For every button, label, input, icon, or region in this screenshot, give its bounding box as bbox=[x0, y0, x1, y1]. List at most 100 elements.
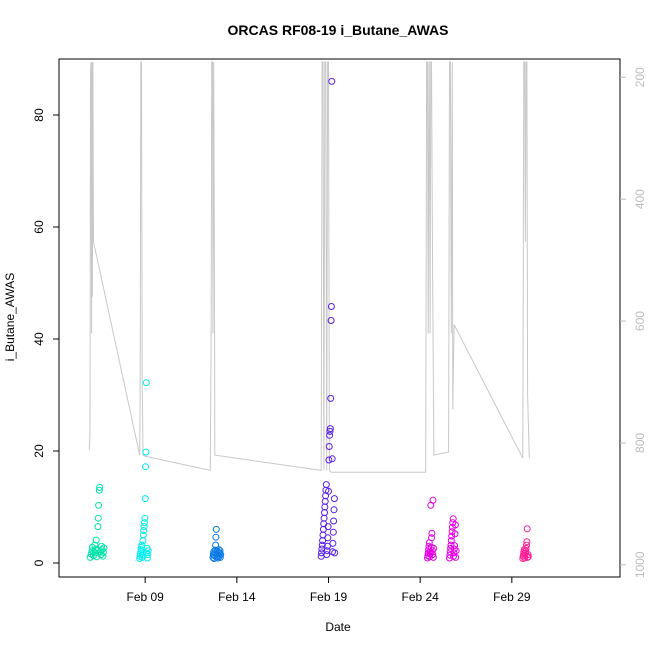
data-point-series-5 bbox=[447, 537, 455, 545]
data-point-series-5 bbox=[450, 549, 458, 557]
chart-title: ORCAS RF08-19 i_Butane_AWAS bbox=[228, 22, 449, 38]
y-tick-label: 60 bbox=[32, 220, 46, 234]
plot-area: Feb 09 Feb 14 Feb 19 Feb 24 Feb 29 0 20 40 60 80 2… bbox=[32, 58, 647, 604]
data-point-series-1 bbox=[95, 501, 103, 509]
data-point-series-4 bbox=[321, 503, 329, 511]
data-point-series-2 bbox=[138, 541, 146, 549]
data-point-series-2 bbox=[139, 531, 147, 539]
data-point-series-2 bbox=[143, 554, 151, 562]
pressure-trace-line bbox=[88, 61, 530, 473]
data-point-series-5 bbox=[451, 542, 459, 550]
data-point-series-4 bbox=[323, 542, 331, 550]
secondary-y-tick-label: 400 bbox=[633, 189, 647, 209]
data-point-series-4 bbox=[320, 520, 328, 528]
data-point-series-1 bbox=[99, 552, 107, 560]
data-point-series-5 bbox=[452, 547, 460, 555]
data-point-series-4 bbox=[329, 528, 337, 536]
data-point-series-4 bbox=[329, 539, 337, 547]
data-point-series-5 bbox=[429, 496, 437, 504]
x-tick-label: Feb 19 bbox=[310, 590, 348, 604]
secondary-y-tick-label: 800 bbox=[633, 433, 647, 453]
data-point-series-3 bbox=[212, 533, 220, 541]
data-point-series-1 bbox=[86, 553, 94, 561]
plot-frame bbox=[58, 58, 621, 578]
data-point-series-4 bbox=[326, 431, 334, 439]
data-point-series-5 bbox=[449, 515, 457, 523]
data-point-series-4 bbox=[328, 77, 336, 85]
data-point-series-2 bbox=[141, 495, 149, 503]
data-point-series-1 bbox=[91, 541, 99, 549]
x-tick-label: Feb 14 bbox=[218, 590, 256, 604]
x-tick-label: Feb 24 bbox=[401, 590, 439, 604]
data-point-series-4 bbox=[328, 455, 336, 463]
data-point-series-2 bbox=[140, 527, 148, 534]
data-point-series-4 bbox=[327, 317, 335, 324]
data-point-series-1 bbox=[100, 544, 108, 552]
y-tick-label: 40 bbox=[32, 332, 46, 346]
data-point-series-4 bbox=[330, 506, 338, 514]
data-point-series-1 bbox=[92, 536, 100, 544]
data-point-series-4 bbox=[327, 394, 335, 402]
data-point-series-4 bbox=[325, 487, 332, 495]
data-point-series-3 bbox=[216, 550, 224, 557]
data-point-series-4 bbox=[318, 541, 326, 549]
data-point-series-4 bbox=[326, 427, 334, 435]
data-point-series-4 bbox=[324, 523, 332, 531]
data-point-series-4 bbox=[321, 509, 328, 517]
data-point-series-1 bbox=[96, 483, 104, 491]
data-point-series-4 bbox=[323, 551, 331, 559]
data-point-series-1 bbox=[88, 543, 96, 551]
data-point-series-5 bbox=[450, 545, 458, 553]
data-point-series-5 bbox=[430, 544, 438, 552]
data-point-series-6 bbox=[524, 553, 532, 561]
data-point-series-6 bbox=[523, 538, 531, 546]
data-point-series-4 bbox=[320, 514, 328, 522]
data-point-series-5 bbox=[451, 530, 459, 538]
data-point-series-2 bbox=[140, 519, 148, 527]
data-point-series-1 bbox=[94, 523, 102, 531]
data-point-series-4 bbox=[330, 517, 338, 525]
data-point-series-2 bbox=[144, 551, 152, 559]
data-point-series-4 bbox=[330, 495, 338, 503]
data-point-series-4 bbox=[327, 303, 335, 310]
data-point-series-2 bbox=[142, 379, 150, 387]
data-point-series-2 bbox=[140, 523, 148, 531]
data-point-series-3 bbox=[217, 551, 225, 559]
data-point-series-2 bbox=[144, 547, 152, 555]
data-point-series-5 bbox=[452, 553, 460, 561]
data-point-series-3 bbox=[212, 525, 220, 533]
y-tick-label: 0 bbox=[32, 559, 46, 566]
data-point-series-6 bbox=[522, 544, 530, 552]
data-point-series-1 bbox=[99, 548, 107, 556]
data-point-series-1 bbox=[97, 551, 105, 559]
data-point-series-4 bbox=[325, 456, 333, 464]
secondary-y-tick-label: 600 bbox=[633, 311, 647, 331]
data-point-series-2 bbox=[141, 514, 149, 522]
data-point-series-5 bbox=[451, 521, 459, 529]
y-axis-label: i_Butane_AWAS bbox=[3, 273, 17, 362]
data-point-series-4 bbox=[325, 443, 333, 450]
secondary-y-tick-label: 1000 bbox=[633, 551, 647, 578]
data-point-series-2 bbox=[142, 448, 150, 456]
data-point-series-1 bbox=[94, 514, 102, 522]
data-point-series-1 bbox=[95, 486, 103, 494]
data-point-series-3 bbox=[212, 541, 220, 549]
data-point-series-6 bbox=[523, 525, 531, 533]
x-axis-label: Date bbox=[325, 620, 351, 634]
data-point-series-5 bbox=[429, 553, 437, 561]
data-point-series-6 bbox=[523, 541, 530, 549]
data-point-series-4 bbox=[331, 549, 339, 557]
data-point-series-4 bbox=[326, 425, 334, 433]
data-point-series-6 bbox=[524, 553, 532, 561]
data-point-series-4 bbox=[322, 481, 330, 489]
data-point-series-4 bbox=[321, 497, 329, 505]
data-point-series-5 bbox=[428, 529, 436, 537]
y-tick-label: 20 bbox=[32, 444, 46, 458]
data-point-series-5 bbox=[446, 551, 454, 559]
secondary-y-tick-label: 200 bbox=[633, 67, 647, 87]
x-tick-label: Feb 09 bbox=[126, 590, 164, 604]
data-point-series-4 bbox=[324, 534, 332, 542]
data-point-series-2 bbox=[142, 463, 149, 471]
y-tick-label: 80 bbox=[32, 108, 46, 122]
